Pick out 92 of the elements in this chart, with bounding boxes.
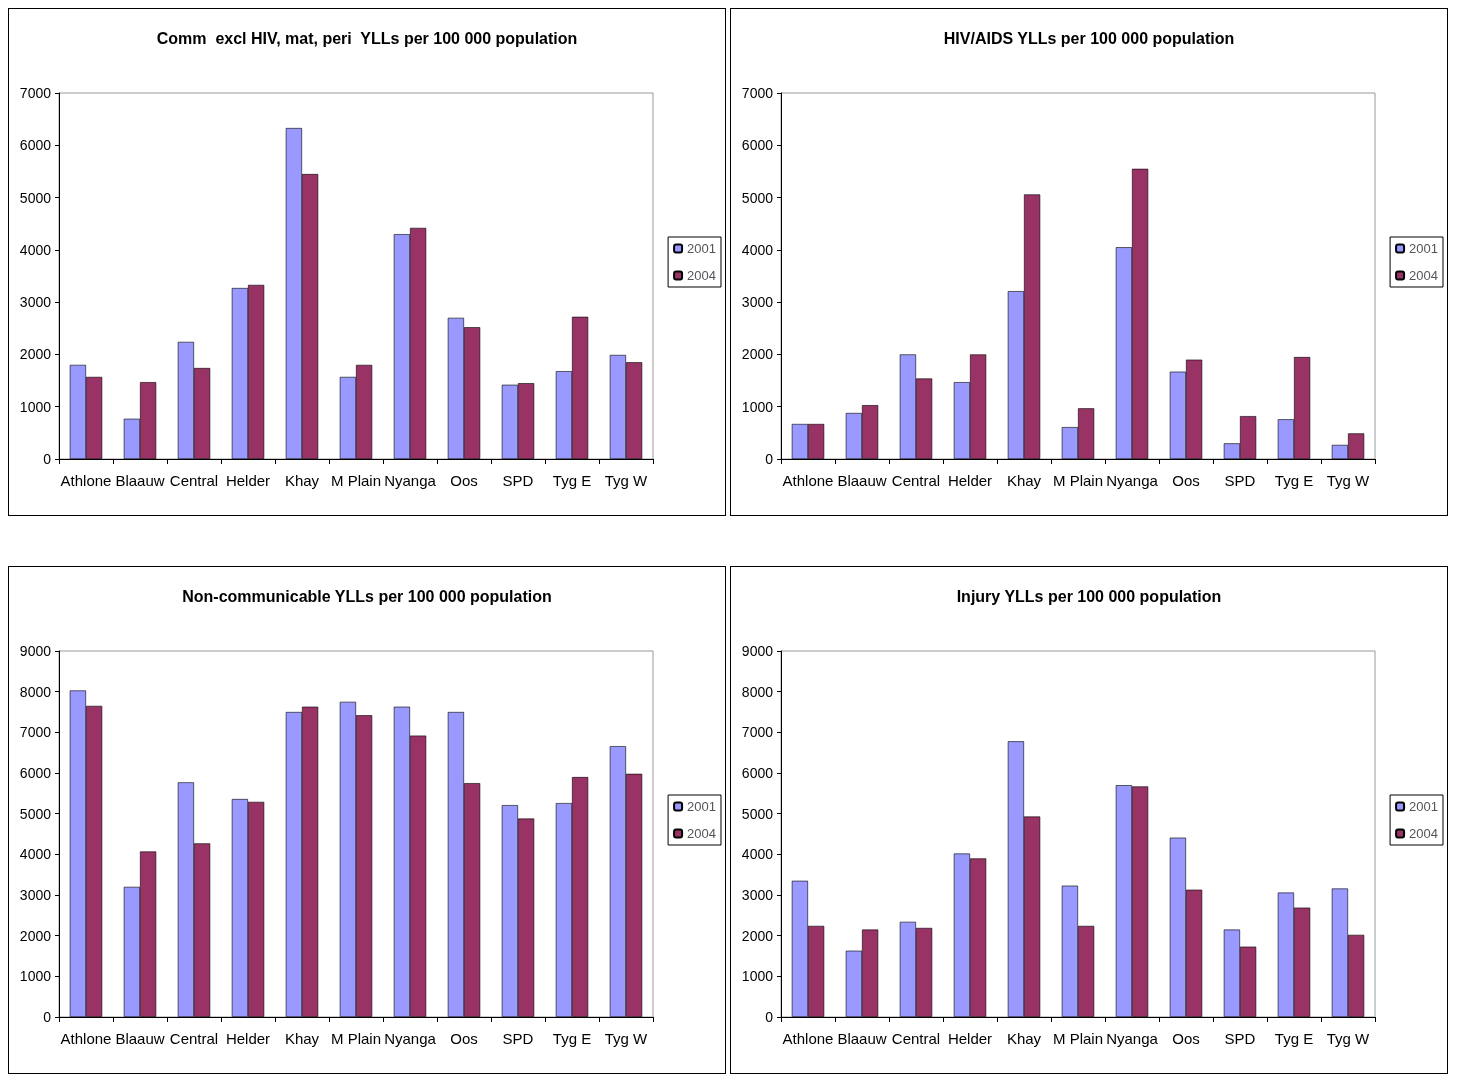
legend-label: 2004 [687, 268, 716, 283]
legend-label: 2001 [1409, 799, 1438, 814]
y-tick-label: 9000 [741, 643, 774, 659]
y-tick-label: 8000 [19, 683, 52, 700]
y-tick-label: 2000 [741, 346, 774, 363]
x-tick-label: Oos [1172, 1030, 1200, 1047]
y-tick-label: 3000 [741, 294, 774, 311]
x-tick-label: Khay [1006, 472, 1042, 489]
y-tick-label: 1000 [19, 968, 52, 985]
x-tick-label: Nyanga [1106, 472, 1159, 489]
x-tick-label: Blaauw [837, 472, 887, 489]
y-tick-label: 2000 [741, 927, 774, 944]
x-tick-label: M Plain [1052, 1030, 1104, 1047]
y-tick-label: 5000 [741, 805, 774, 822]
x-tick-label: Khay [284, 1030, 320, 1047]
y-tick-label: 1000 [741, 398, 774, 415]
x-tick-label: Blaauw [115, 472, 165, 489]
y-tick-label: 3000 [19, 294, 52, 311]
x-tick-label: M Plain [1052, 472, 1104, 489]
x-tick-label: SPD [502, 1030, 534, 1047]
x-tick-label: Tyg E [1274, 472, 1314, 489]
y-tick-label: 5000 [741, 189, 774, 206]
x-tick-label: Nyanga [384, 1030, 437, 1047]
chart-title: HIV/AIDS YLLs per 100 000 population [943, 29, 1235, 47]
x-tick-label: Tyg W [604, 1030, 649, 1047]
y-tick-label: 4000 [19, 846, 52, 863]
y-tick-label: 9000 [19, 643, 52, 659]
y-tick-label: 1000 [741, 968, 774, 985]
x-tick-label: Helder [225, 472, 271, 489]
x-tick-label: Central [891, 472, 941, 489]
x-tick-label: Khay [1006, 1030, 1042, 1047]
y-tick-label: 8000 [741, 683, 774, 700]
x-tick-label: Tyg W [1326, 1030, 1371, 1047]
y-tick-label: 4000 [19, 241, 52, 258]
x-tick-label: Nyanga [1106, 1030, 1159, 1047]
x-tick-label: Oos [450, 1030, 478, 1047]
y-tick-label: 6000 [741, 137, 774, 154]
x-tick-label: Central [169, 1030, 219, 1047]
x-tick-label: Oos [450, 472, 478, 489]
x-tick-label: Central [891, 1030, 941, 1047]
x-tick-label: Tyg E [1274, 1030, 1314, 1047]
y-tick-label: 5000 [19, 805, 52, 822]
y-tick-label: 6000 [19, 137, 52, 154]
x-tick-label: Athlone [782, 1030, 834, 1047]
legend-label: 2004 [1409, 826, 1438, 841]
x-tick-label: Athlone [782, 472, 834, 489]
y-tick-label: 7000 [741, 85, 774, 101]
x-tick-label: SPD [502, 472, 534, 489]
x-tick-label: Helder [225, 1030, 271, 1047]
x-tick-label: Blaauw [837, 1030, 887, 1047]
legend-label: 2001 [1409, 241, 1438, 256]
y-tick-label: 0 [765, 451, 774, 467]
legend-label: 2004 [1409, 268, 1438, 283]
y-tick-label: 5000 [19, 189, 52, 206]
x-tick-label: Tyg E [552, 472, 592, 489]
x-tick-label: Central [169, 472, 219, 489]
x-tick-label: SPD [1224, 472, 1256, 489]
y-tick-label: 3000 [741, 887, 774, 903]
x-tick-label: M Plain [330, 472, 382, 489]
chart-title: Comm excl HIV, mat, peri YLLs per 100 000 population [156, 29, 578, 47]
y-tick-label: 2000 [19, 927, 52, 944]
x-tick-label: Athlone [60, 1030, 112, 1047]
y-tick-label: 6000 [741, 765, 774, 781]
chart-title: Injury YLLs per 100 000 population [956, 587, 1222, 605]
y-tick-label: 7000 [19, 85, 52, 101]
y-tick-label: 4000 [741, 846, 774, 863]
y-tick-label: 4000 [741, 241, 774, 258]
legend-label: 2001 [687, 799, 716, 814]
legend-label: 2001 [687, 241, 716, 256]
x-tick-label: Helder [947, 472, 993, 489]
y-tick-label: 0 [43, 451, 52, 467]
y-tick-label: 0 [765, 1009, 774, 1025]
legend-label: 2004 [687, 826, 716, 841]
x-tick-label: Khay [284, 472, 320, 489]
y-tick-label: 1000 [19, 398, 52, 415]
x-tick-label: Blaauw [115, 1030, 165, 1047]
x-tick-label: Tyg W [1326, 472, 1371, 489]
y-tick-label: 0 [43, 1009, 52, 1025]
y-tick-label: 3000 [19, 887, 52, 903]
y-tick-label: 6000 [19, 765, 52, 781]
y-tick-label: 7000 [19, 724, 52, 741]
y-tick-label: 2000 [19, 346, 52, 363]
x-tick-label: Helder [947, 1030, 993, 1047]
x-tick-label: Tyg W [604, 472, 649, 489]
y-tick-label: 7000 [741, 724, 774, 741]
x-tick-label: Nyanga [384, 472, 437, 489]
x-tick-label: Tyg E [552, 1030, 592, 1047]
x-tick-label: Athlone [60, 472, 112, 489]
chart-title: Non-communicable YLLs per 100 000 population [182, 587, 552, 605]
x-tick-label: M Plain [330, 1030, 382, 1047]
x-tick-label: Oos [1172, 472, 1200, 489]
x-tick-label: SPD [1224, 1030, 1256, 1047]
